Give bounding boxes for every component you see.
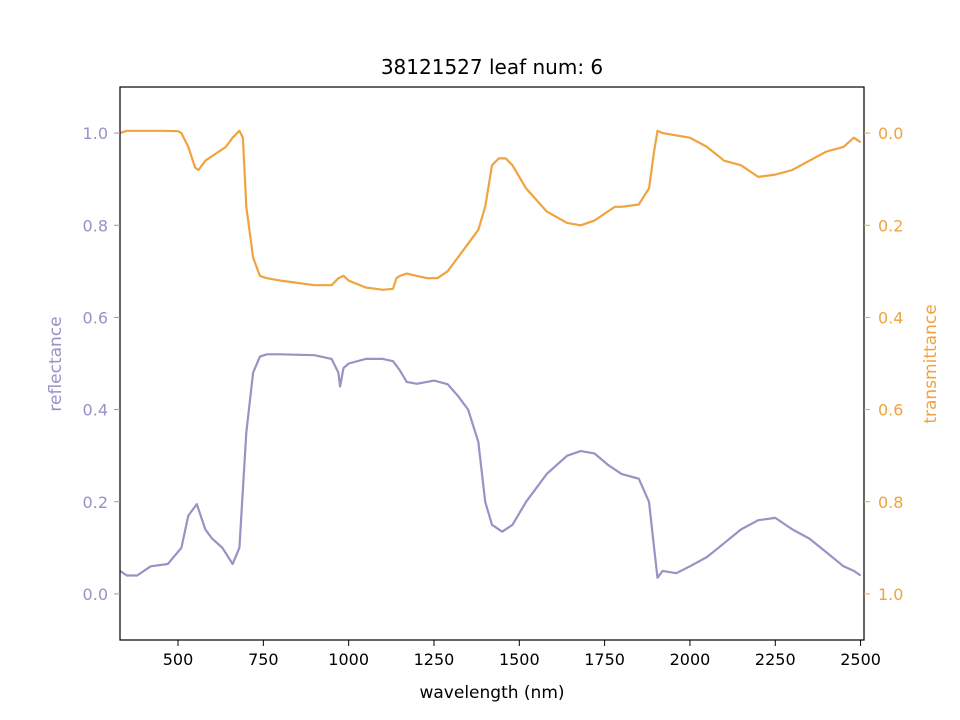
- right-y-tick-label: 0.6: [878, 401, 903, 420]
- left-y-tick-label: 1.0: [83, 124, 108, 143]
- x-tick-label: 1500: [499, 650, 540, 669]
- left-y-tick-label: 0.2: [83, 493, 108, 512]
- x-tick-label: 2500: [840, 650, 881, 669]
- x-tick-label: 500: [163, 650, 194, 669]
- left-y-tick-label: 0.4: [83, 401, 108, 420]
- x-tick-label: 2000: [670, 650, 711, 669]
- transmittance-series-line: [119, 129, 862, 291]
- left-y-axis-label: reflectance: [46, 316, 66, 411]
- plot-frame: [119, 86, 865, 641]
- right-y-tick-label: 0.8: [878, 493, 903, 512]
- left-y-tick-label: 0.6: [83, 308, 108, 327]
- x-tick-label: 2250: [755, 650, 796, 669]
- right-y-axis-label: transmittance: [921, 304, 941, 423]
- plot-area: [119, 129, 862, 579]
- x-axis-label: wavelength (nm): [419, 683, 564, 703]
- left-y-tick-label: 0.0: [83, 585, 108, 604]
- right-y-tick-label: 0.2: [878, 216, 903, 235]
- right-y-tick-label: 0.0: [878, 124, 903, 143]
- right-y-axis-ticks: 0.0 0.2 0.4 0.6 0.8 1.0: [864, 124, 903, 604]
- x-tick-label: 750: [248, 650, 279, 669]
- left-y-tick-label: 0.8: [83, 216, 108, 235]
- left-y-axis-ticks: 0.0 0.2 0.4 0.6 0.8 1.0: [83, 124, 120, 604]
- x-axis-ticks: 500 750 1000 1250 1500 1750 2000 2250 2500: [163, 640, 881, 669]
- chart-title: 38121527 leaf num: 6: [381, 55, 603, 79]
- x-tick-label: 1750: [584, 650, 625, 669]
- right-y-tick-label: 1.0: [878, 585, 903, 604]
- x-tick-label: 1000: [328, 650, 369, 669]
- reflectance-series-line: [119, 353, 862, 579]
- right-y-tick-label: 0.4: [878, 308, 903, 327]
- x-tick-label: 1250: [414, 650, 455, 669]
